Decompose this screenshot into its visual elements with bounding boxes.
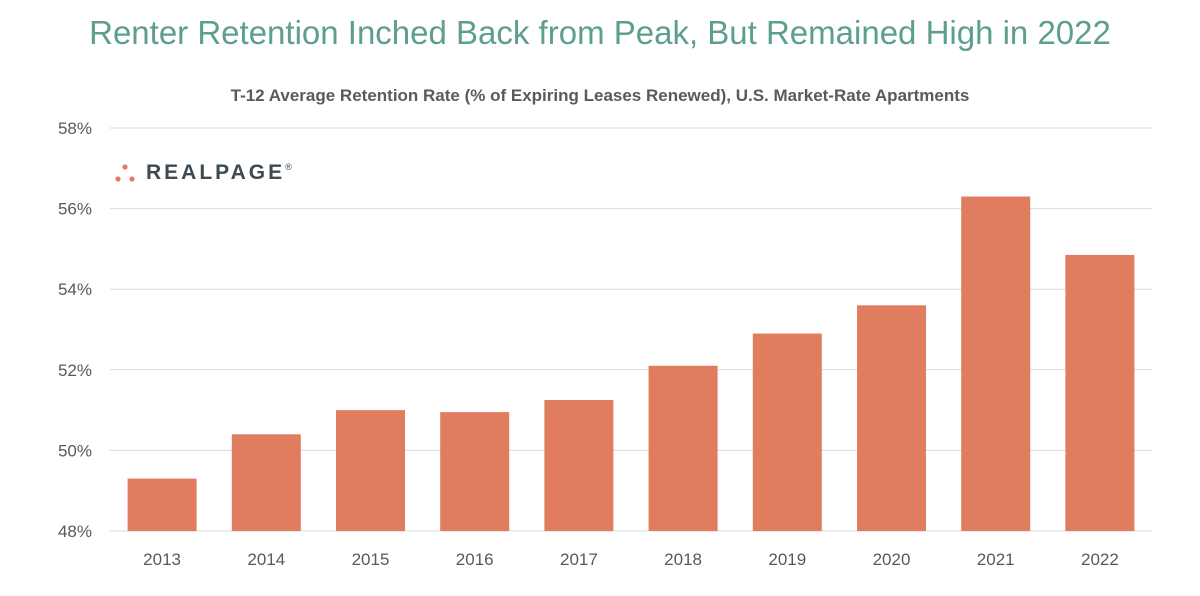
bar <box>752 333 822 531</box>
x-tick-label: 2018 <box>664 550 702 569</box>
bar <box>231 434 301 531</box>
logo-text: REALPAGE <box>146 161 286 184</box>
y-tick-label: 54% <box>58 280 92 299</box>
x-tick-label: 2021 <box>977 550 1015 569</box>
bar <box>440 412 510 531</box>
bar <box>961 196 1031 531</box>
y-tick-label: 50% <box>58 441 92 460</box>
x-tick-label: 2014 <box>247 550 285 569</box>
bar <box>648 365 718 531</box>
y-tick-label: 58% <box>58 119 92 138</box>
logo-dots-icon <box>115 164 135 182</box>
realpage-logo: REALPAGE ® <box>114 160 292 186</box>
bar <box>544 400 614 531</box>
logo-registered-mark: ® <box>285 162 292 172</box>
x-tick-label: 2015 <box>352 550 390 569</box>
chart-title: Renter Retention Inched Back from Peak, … <box>89 14 1111 51</box>
x-tick-label: 2016 <box>456 550 494 569</box>
y-tick-label: 52% <box>58 361 92 380</box>
bar <box>127 478 197 531</box>
chart-subtitle: T-12 Average Retention Rate (% of Expiri… <box>230 86 970 105</box>
x-tick-label: 2017 <box>560 550 598 569</box>
y-tick-label: 48% <box>58 522 92 541</box>
bar <box>857 305 926 531</box>
x-tick-label: 2019 <box>768 550 806 569</box>
bar <box>1065 254 1135 531</box>
x-tick-label: 2022 <box>1081 550 1119 569</box>
x-tick-label: 2013 <box>143 550 181 569</box>
x-tick-label: 2020 <box>873 550 911 569</box>
bar <box>336 410 405 531</box>
y-tick-label: 56% <box>58 200 92 219</box>
